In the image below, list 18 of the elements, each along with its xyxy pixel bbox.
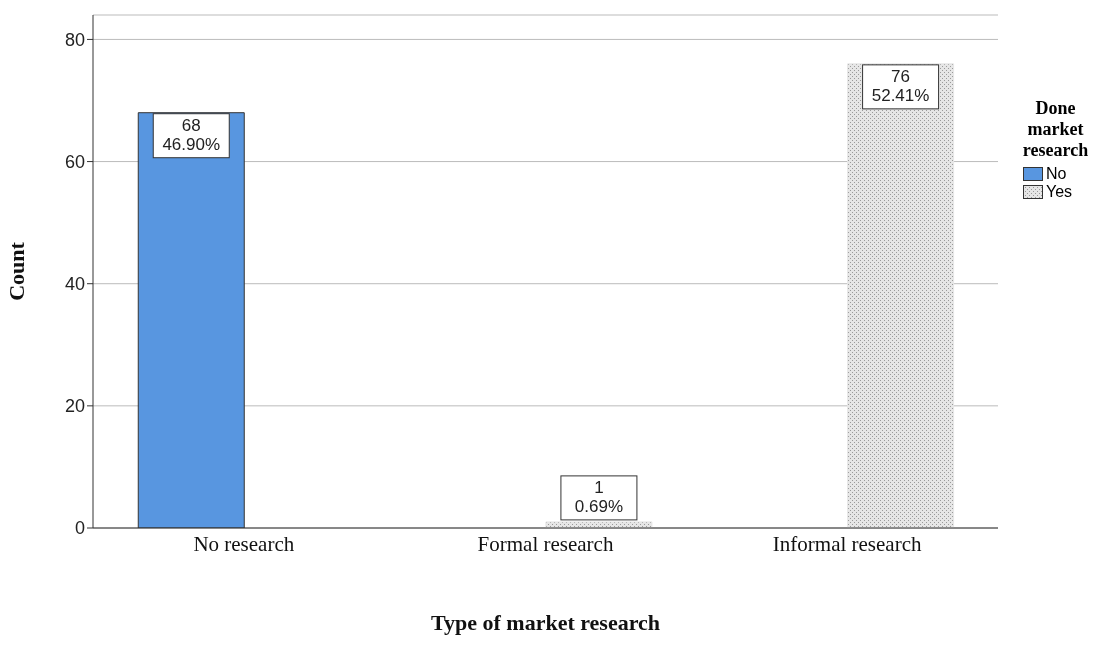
- legend-label: Yes: [1046, 183, 1073, 201]
- x-tick-label: No research: [193, 531, 295, 556]
- bar: [847, 63, 955, 528]
- y-tick-label: 40: [64, 274, 85, 295]
- y-tick-label: 60: [64, 151, 85, 172]
- x-tick-label: Informal research: [772, 531, 922, 556]
- legend-label: No: [1046, 165, 1067, 183]
- y-tick-label: 0: [74, 518, 85, 539]
- y-axis-title: Count: [3, 241, 29, 301]
- data-label: 68 46.90%: [162, 115, 221, 154]
- x-axis-title: Type of market research: [430, 610, 661, 635]
- bar: [545, 521, 653, 528]
- y-tick-label: 80: [64, 29, 85, 50]
- data-label: 76 52.41%: [871, 66, 930, 105]
- x-tick-label: Formal research: [477, 531, 614, 556]
- data-label: 1 0.69%: [574, 477, 624, 516]
- y-tick-label: 20: [64, 396, 85, 417]
- legend-title: Done market research: [1021, 98, 1090, 161]
